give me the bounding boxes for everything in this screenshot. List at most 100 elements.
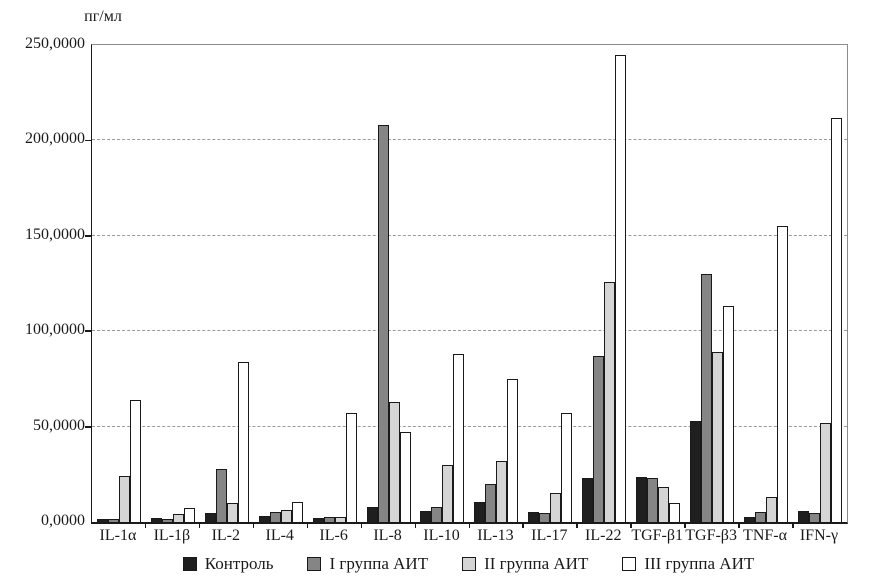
bar [593, 356, 605, 522]
bar [420, 510, 432, 522]
y-axis-tick-label: 50,0000 [33, 416, 85, 434]
bar-group-TGF-β3 [685, 45, 739, 522]
bar-group-IL-6 [308, 45, 362, 522]
x-axis-tick [360, 522, 363, 528]
x-axis-label: IL-4 [265, 527, 294, 544]
plot-area [85, 44, 848, 528]
bar [291, 501, 303, 522]
y-axis-unit-label: пг/мл [84, 8, 122, 25]
bar [658, 486, 670, 522]
y-axis-tick-label: 100,0000 [25, 321, 85, 339]
legend-item: I группа АИТ [307, 554, 428, 574]
x-axis-label: IL-17 [531, 527, 568, 544]
x-axis-label: TGF-β3 [685, 527, 737, 544]
legend-swatch-icon [307, 557, 322, 571]
bar [312, 518, 324, 522]
bar [507, 378, 519, 522]
x-axis-tick [576, 522, 578, 528]
x-axis-tick [144, 522, 147, 528]
bar [150, 518, 162, 522]
bar [755, 512, 767, 522]
y-axis-tick [85, 330, 92, 333]
bar-group-IFN-γ [793, 45, 847, 522]
bar [669, 502, 681, 522]
bar [280, 509, 292, 522]
bar [442, 464, 454, 522]
x-axis-tick [630, 522, 632, 528]
bar [161, 519, 173, 522]
bar [561, 413, 573, 522]
x-axis-label: IL-10 [423, 527, 460, 544]
bar-group-IL-8 [362, 45, 416, 522]
x-axis-label: IL-1β [153, 527, 191, 544]
bar [636, 477, 648, 522]
bar [723, 306, 735, 522]
bar [819, 422, 831, 522]
bar [647, 478, 659, 522]
bar [323, 517, 335, 522]
bar [582, 478, 594, 522]
bar [237, 361, 249, 522]
bar [604, 281, 616, 522]
legend: Контроль I группа АИТ II группа АИТ III гру… [91, 554, 846, 574]
x-axis-tick [198, 522, 201, 528]
legend-label: III группа АИТ [644, 554, 755, 573]
bar-group-IL-2 [200, 45, 254, 522]
bar [485, 483, 497, 522]
legend-item: II группа АИТ [462, 554, 588, 574]
x-axis-label: IFN-γ [799, 527, 839, 544]
legend-label: II группа АИТ [484, 554, 589, 573]
y-axis-tick-label: 200,0000 [25, 130, 85, 148]
legend-swatch-icon [622, 557, 637, 571]
bar [712, 352, 724, 522]
x-axis-label: IL-1α [99, 527, 137, 544]
x-axis-label: IL-22 [585, 527, 622, 544]
x-axis-label: IL-2 [211, 527, 241, 544]
legend-swatch-icon [462, 557, 477, 571]
bar-group-IL-1α [92, 45, 146, 522]
bar [377, 125, 389, 522]
bar [808, 513, 820, 522]
y-axis-tick [85, 235, 92, 237]
bar [766, 497, 778, 522]
bar [107, 519, 119, 522]
bar [797, 510, 809, 522]
bar-group-IL-17 [523, 45, 577, 522]
legend-item: Контроль [182, 554, 273, 574]
bar [690, 420, 702, 522]
gridline [92, 139, 847, 141]
bar [258, 516, 270, 522]
bar [539, 513, 551, 522]
x-axis-tick [252, 522, 255, 528]
bar [172, 514, 184, 522]
gridline [92, 425, 847, 427]
bar [204, 513, 216, 522]
bar-group-IL-4 [254, 45, 308, 522]
x-axis-label: TGF-β1 [631, 527, 684, 544]
y-axis-tick-label: 250,0000 [25, 35, 85, 52]
bar [777, 226, 789, 522]
y-axis-tick [85, 425, 92, 428]
bar-group-IL-13 [469, 45, 523, 522]
bar [550, 493, 562, 522]
x-axis-label: IL-13 [477, 527, 514, 544]
bar [744, 517, 756, 522]
bar [701, 273, 713, 522]
bar [129, 399, 141, 522]
x-axis-label: IL-8 [373, 527, 402, 544]
y-axis-tick-label: 0,0000 [41, 512, 85, 529]
bar [399, 432, 411, 522]
y-axis-tick [85, 139, 92, 142]
legend-swatch-icon [182, 557, 197, 571]
bar [474, 501, 486, 522]
bar [96, 519, 108, 522]
bar [615, 54, 627, 522]
x-axis-tick [738, 522, 740, 528]
bar-group-TNF-α [739, 45, 793, 522]
x-axis-category-labels: IL-1α IL-1β IL-2 IL-4 IL-6 IL-8 IL-10 IL-13 IL-1… [91, 527, 846, 545]
y-axis-tick-label: 150,0000 [25, 225, 85, 243]
bar [830, 117, 842, 522]
gridline [92, 234, 847, 236]
bar [269, 512, 281, 522]
